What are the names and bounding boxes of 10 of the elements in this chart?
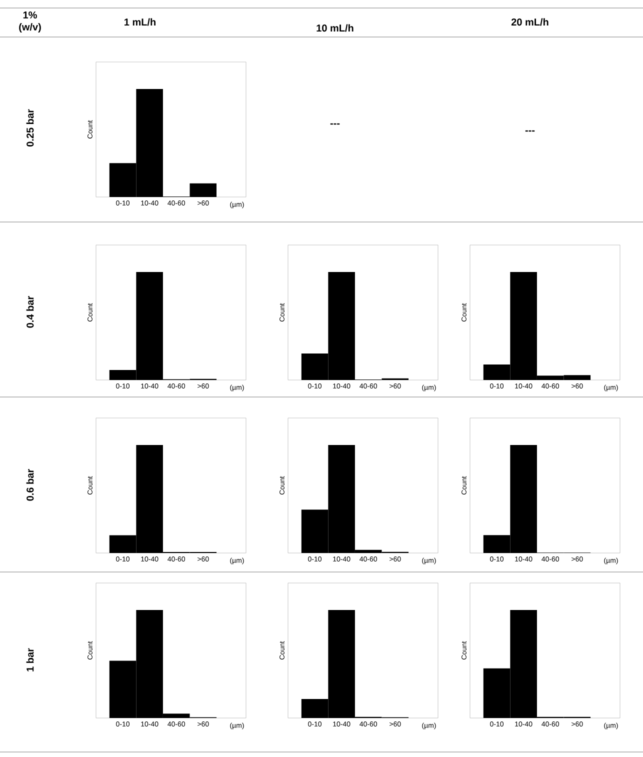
text: --- — [525, 130, 535, 132]
text: 1% (w/v) — [19, 11, 41, 32]
text: 10 mL/h — [316, 24, 354, 32]
text: 1 mL/h — [124, 18, 156, 26]
text: 0.6 bar — [26, 469, 34, 501]
text: 1 bar — [26, 648, 34, 672]
text: 20 mL/h — [511, 18, 548, 26]
text: 0.4 bar — [26, 296, 34, 328]
text: --- — [330, 123, 340, 125]
text: 0.25 bar — [26, 109, 34, 146]
